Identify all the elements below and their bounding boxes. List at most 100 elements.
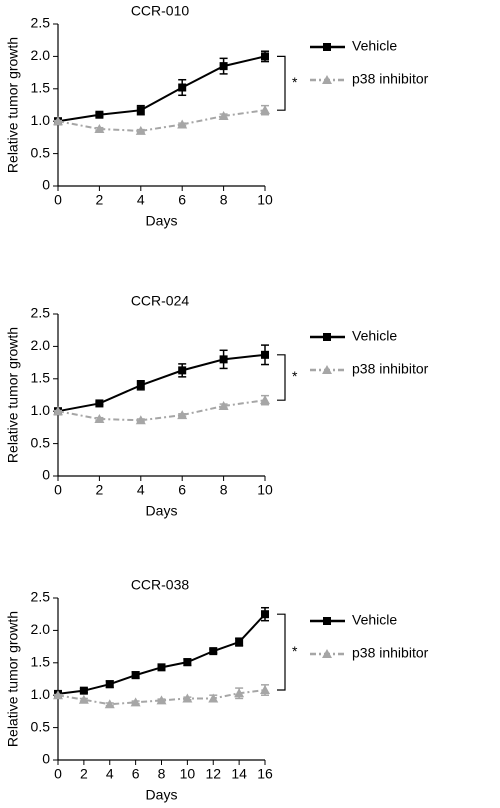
marker xyxy=(95,110,104,119)
legend-label: Vehicle xyxy=(352,328,397,344)
significance-bracket xyxy=(277,613,286,691)
marker xyxy=(323,617,331,625)
marker xyxy=(322,75,332,84)
chart-title: CCR-010 xyxy=(131,3,190,19)
legend-label: p38 inhibitor xyxy=(352,645,429,661)
x-tick-label: 0 xyxy=(54,192,62,208)
y-tick-label: 0.5 xyxy=(31,434,51,450)
marker xyxy=(53,116,63,126)
legend-label: Vehicle xyxy=(352,612,397,628)
y-tick-label: 2.0 xyxy=(31,337,51,353)
marker xyxy=(131,671,140,680)
marker xyxy=(136,381,145,390)
marker xyxy=(323,333,331,341)
legend-label: p38 inhibitor xyxy=(352,71,429,87)
marker xyxy=(218,401,229,411)
x-tick-label: 2 xyxy=(96,482,104,498)
y-tick-label: 1.0 xyxy=(31,402,51,418)
marker xyxy=(78,694,89,704)
marker xyxy=(156,695,167,705)
series-line xyxy=(57,55,266,123)
marker xyxy=(157,663,166,672)
marker xyxy=(135,125,146,135)
marker xyxy=(105,680,114,689)
significance-bracket xyxy=(277,55,286,111)
y-tick-label: 1.0 xyxy=(31,112,51,128)
x-axis-label: Days xyxy=(146,213,178,229)
marker xyxy=(323,43,331,51)
y-tick-label: 0.5 xyxy=(31,144,51,160)
y-tick-label: 1.0 xyxy=(31,686,51,702)
x-tick-label: 14 xyxy=(231,766,247,782)
marker xyxy=(177,410,188,420)
x-tick-label: 8 xyxy=(220,482,228,498)
x-tick-label: 8 xyxy=(158,766,166,782)
y-axis-label: Relative tumor growth xyxy=(5,37,21,173)
marker xyxy=(178,366,187,375)
significance-bracket xyxy=(277,354,286,401)
marker xyxy=(104,699,115,709)
marker xyxy=(79,686,88,695)
x-tick-label: 2 xyxy=(80,766,88,782)
x-tick-label: 12 xyxy=(205,766,221,782)
y-tick-label: 2.5 xyxy=(31,305,51,321)
marker xyxy=(95,399,104,408)
x-tick-label: 4 xyxy=(137,482,145,498)
x-tick-label: 2 xyxy=(96,192,104,208)
marker xyxy=(130,697,141,707)
chart-title: CCR-024 xyxy=(131,293,190,309)
marker xyxy=(260,395,270,405)
significance-mark: * xyxy=(292,643,298,659)
marker xyxy=(209,647,218,656)
series-line xyxy=(57,353,266,413)
series-line xyxy=(57,689,266,706)
x-axis-label: Days xyxy=(146,503,178,519)
marker xyxy=(183,658,192,667)
x-tick-label: 16 xyxy=(257,766,273,782)
marker xyxy=(53,690,63,700)
x-tick-label: 10 xyxy=(257,192,273,208)
marker xyxy=(178,83,187,92)
marker xyxy=(53,406,63,416)
y-tick-label: 1.5 xyxy=(31,80,51,96)
marker xyxy=(218,111,229,121)
chart-title: CCR-038 xyxy=(131,577,190,593)
marker xyxy=(177,119,188,129)
marker xyxy=(261,610,269,619)
marker xyxy=(94,413,105,423)
y-axis-label: Relative tumor growth xyxy=(5,611,21,747)
y-tick-label: 2.5 xyxy=(31,15,51,31)
y-tick-label: 0.5 xyxy=(31,718,51,734)
x-tick-label: 0 xyxy=(54,482,62,498)
y-axis-label: Relative tumor growth xyxy=(5,327,21,463)
x-tick-label: 4 xyxy=(106,766,114,782)
significance-mark: * xyxy=(292,74,298,90)
y-tick-label: 2.0 xyxy=(31,621,51,637)
x-tick-label: 6 xyxy=(178,192,186,208)
x-tick-label: 10 xyxy=(180,766,196,782)
marker xyxy=(322,649,332,658)
y-tick-label: 1.5 xyxy=(31,370,51,386)
marker xyxy=(208,693,219,703)
x-tick-label: 6 xyxy=(178,482,186,498)
x-tick-label: 8 xyxy=(220,192,228,208)
y-tick-label: 0 xyxy=(42,177,50,193)
series-line xyxy=(57,399,266,422)
legend-label: p38 inhibitor xyxy=(352,361,429,377)
marker xyxy=(260,105,270,115)
y-tick-label: 0 xyxy=(42,467,50,483)
marker xyxy=(219,62,228,71)
marker xyxy=(261,52,269,61)
marker xyxy=(234,688,245,698)
marker xyxy=(235,638,244,647)
x-axis-label: Days xyxy=(146,787,178,803)
marker xyxy=(322,365,332,374)
significance-mark: * xyxy=(292,368,298,384)
legend-label: Vehicle xyxy=(352,38,397,54)
y-tick-label: 2.5 xyxy=(31,589,51,605)
marker xyxy=(182,693,193,703)
x-tick-label: 4 xyxy=(137,192,145,208)
y-tick-label: 1.5 xyxy=(31,654,51,670)
series-line xyxy=(57,613,266,695)
y-tick-label: 0 xyxy=(42,751,50,767)
